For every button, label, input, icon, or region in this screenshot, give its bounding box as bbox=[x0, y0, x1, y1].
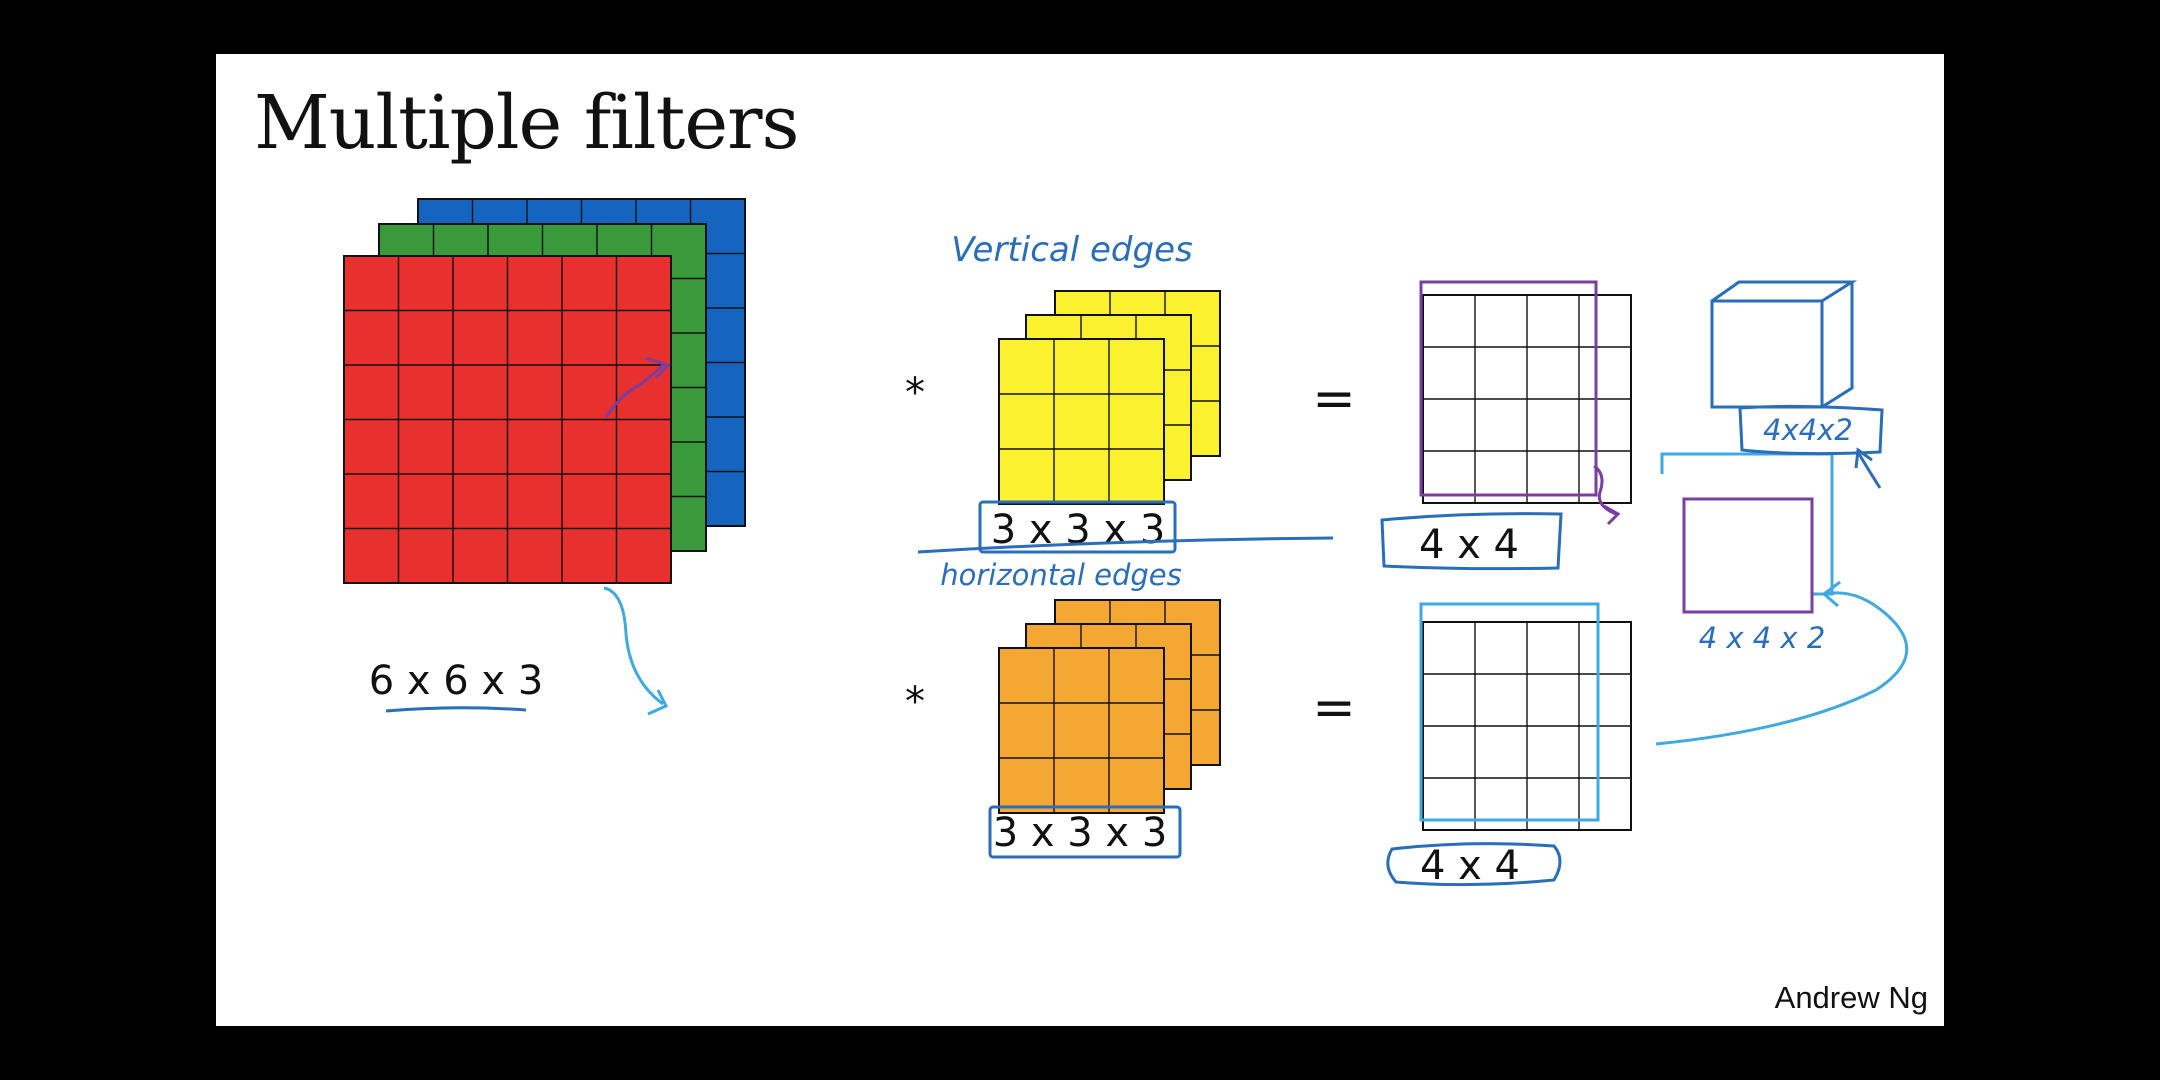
stack-front-slice bbox=[1682, 497, 1814, 614]
output-2 bbox=[1422, 621, 1632, 831]
output-1-highlight bbox=[1419, 280, 1598, 497]
filter-2-horizontal bbox=[998, 599, 1221, 814]
output-cube bbox=[1710, 280, 1858, 409]
filter-2-annotation: horizontal edges bbox=[940, 558, 1181, 592]
equals-operator-1: = bbox=[1312, 369, 1356, 429]
arrow-output-2-to-stack bbox=[1655, 580, 1909, 746]
conv-operator-1: * bbox=[905, 370, 925, 416]
filter-1-layer-1 bbox=[998, 338, 1165, 505]
output-1-label: 4 x 4 bbox=[1419, 522, 1519, 568]
arrow-to-filter-horizontal bbox=[603, 586, 669, 716]
output-2-highlight bbox=[1419, 602, 1600, 822]
input-volume bbox=[343, 198, 746, 584]
input-volume-label: 6 x 6 x 3 bbox=[369, 658, 544, 704]
filter-1-label-box bbox=[978, 500, 1177, 554]
stack-label: 4 x 4 x 2 bbox=[1699, 621, 1826, 655]
arrow-output-1-to-stack bbox=[1593, 464, 1621, 526]
input-channel-red bbox=[343, 255, 672, 584]
filter-1-annotation: Vertical edges bbox=[951, 230, 1192, 270]
filter-2-label-box bbox=[988, 805, 1182, 859]
equals-operator-2: = bbox=[1312, 678, 1356, 738]
stack-back-slice bbox=[1660, 452, 1834, 596]
filter-1-vertical bbox=[998, 290, 1221, 505]
filter-2-layer-1 bbox=[998, 647, 1165, 814]
cube-label-box bbox=[1738, 404, 1884, 456]
slide-title: Multiple filters bbox=[254, 80, 799, 166]
output-2-label: 4 x 4 bbox=[1420, 843, 1520, 889]
diagram: 6 x 6 x 3 * * Vertical edges 3 x 3 x 3 h… bbox=[343, 198, 1909, 889]
slide: Multiple filters 6 x 6 x 3 * * Vertical … bbox=[216, 54, 1944, 1026]
cube-label: 4x4x2 bbox=[1763, 413, 1853, 447]
arrow-to-filter-vertical bbox=[604, 356, 671, 418]
cube-label-arrow bbox=[1854, 447, 1882, 489]
output-2-label-box bbox=[1386, 842, 1562, 887]
filter-divider-line bbox=[917, 536, 1334, 554]
output-2-grid bbox=[1422, 621, 1632, 831]
output-1-label-box bbox=[1380, 512, 1563, 571]
author-credit: Andrew Ng bbox=[1774, 980, 1928, 1015]
input-volume-underline bbox=[385, 706, 527, 713]
filter-2-label: 3 x 3 x 3 bbox=[993, 810, 1168, 856]
conv-operator-2: * bbox=[905, 679, 925, 725]
